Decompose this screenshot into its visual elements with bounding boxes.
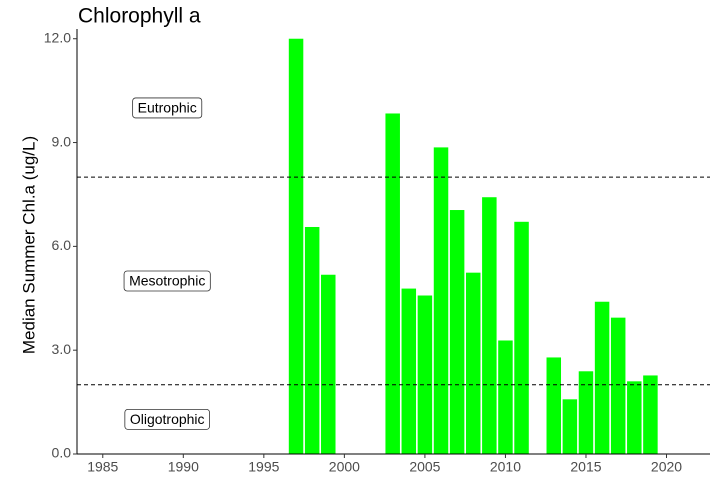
bar bbox=[417, 295, 433, 454]
x-tick-label: 2010 bbox=[490, 459, 521, 475]
bar bbox=[385, 113, 400, 455]
x-tick-label: 2020 bbox=[651, 459, 682, 475]
x-tick-label: 2015 bbox=[570, 459, 601, 475]
annotation-box bbox=[124, 408, 210, 430]
x-tick-label: 1995 bbox=[248, 459, 279, 475]
x-tick-label: 1990 bbox=[168, 459, 199, 475]
annotation: Oligotrophic bbox=[130, 411, 205, 427]
annotation-box bbox=[123, 270, 211, 292]
bar bbox=[449, 210, 465, 454]
bar bbox=[498, 340, 513, 454]
annotation-box bbox=[132, 97, 203, 119]
bar bbox=[546, 357, 562, 454]
bar bbox=[401, 288, 417, 454]
bar bbox=[465, 272, 481, 454]
y-tick-label: 3.0 bbox=[52, 341, 72, 357]
y-tick-label: 0.0 bbox=[52, 445, 72, 461]
bar bbox=[643, 375, 658, 454]
x-tick-label: 2005 bbox=[409, 459, 440, 475]
x-tick-label: 1985 bbox=[87, 459, 118, 475]
bar bbox=[594, 301, 610, 454]
x-tick-label: 2000 bbox=[329, 459, 360, 475]
chart-title: Chlorophyll a bbox=[78, 5, 201, 28]
bar bbox=[482, 197, 497, 454]
bar bbox=[562, 399, 578, 454]
bar bbox=[288, 38, 304, 455]
bar bbox=[433, 147, 449, 455]
bar bbox=[321, 274, 336, 454]
annotation: Mesotrophic bbox=[129, 273, 205, 289]
y-tick-label: 6.0 bbox=[52, 237, 72, 253]
bar bbox=[514, 221, 529, 454]
y-tick-label: 9.0 bbox=[52, 133, 72, 149]
y-tick-label: 12.0 bbox=[44, 29, 71, 45]
bar bbox=[304, 226, 320, 454]
bar bbox=[627, 381, 642, 454]
bar bbox=[610, 317, 626, 454]
annotation: Eutrophic bbox=[138, 100, 197, 116]
bar bbox=[578, 371, 594, 454]
y-axis-title: Median Summer Chl.a (ug/L) bbox=[19, 136, 38, 354]
